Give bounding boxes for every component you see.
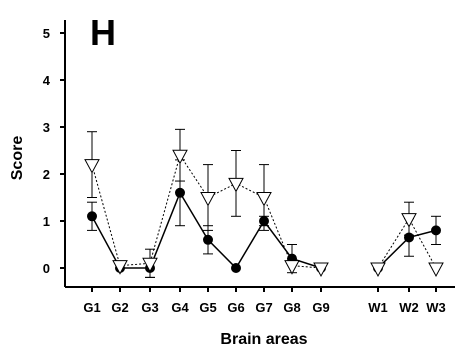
data-point: [172, 149, 188, 165]
data-point: [256, 192, 272, 207]
series-2-line: [377, 217, 437, 269]
series-layer: [84, 128, 444, 278]
data-point: [142, 257, 158, 273]
x-tick-label: W3: [426, 300, 446, 315]
y-tick-label: 5: [43, 26, 50, 41]
data-point: [401, 213, 417, 228]
x-tick-label: G2: [111, 300, 128, 315]
panel-label: H: [90, 12, 116, 53]
data-point: [84, 159, 100, 174]
data-point: [231, 263, 241, 273]
y-tick-label: 3: [43, 120, 50, 135]
x-axis-ticks: G1 G2 G3 G4 G5 G6 G7 G8 G9 W1 W2 W3: [83, 287, 446, 315]
data-point: [203, 234, 213, 245]
data-point: [87, 211, 97, 222]
x-tick-label: G6: [227, 300, 244, 315]
y-tick-label: 4: [43, 73, 51, 88]
data-point: [228, 177, 244, 193]
data-point: [431, 225, 441, 236]
data-point: [175, 187, 185, 198]
y-tick-label: 0: [43, 261, 50, 276]
y-axis-ticks: 0 1 2 3 4 5: [43, 26, 65, 276]
data-point: [313, 262, 329, 278]
series-2: [84, 128, 444, 278]
data-point: [284, 260, 300, 275]
y-tick-label: 2: [43, 167, 50, 182]
x-tick-label: G7: [255, 300, 272, 315]
x-tick-label: G4: [171, 300, 189, 315]
x-tick-label: G3: [141, 300, 158, 315]
x-axis-title: Brain areas: [220, 331, 307, 348]
axes: [64, 20, 455, 288]
x-tick-label: W1: [368, 300, 388, 315]
x-tick-label: G5: [199, 300, 216, 315]
y-axis-title: Score: [9, 136, 26, 181]
x-tick-label: G9: [312, 300, 329, 315]
y-tick-label: 1: [43, 214, 50, 229]
data-point: [370, 262, 386, 278]
data-point: [200, 192, 216, 207]
data-point: [112, 260, 128, 275]
x-tick-label: W2: [399, 300, 419, 315]
x-tick-label: G1: [83, 300, 100, 315]
x-tick-label: G8: [283, 300, 300, 315]
data-point: [428, 262, 444, 278]
